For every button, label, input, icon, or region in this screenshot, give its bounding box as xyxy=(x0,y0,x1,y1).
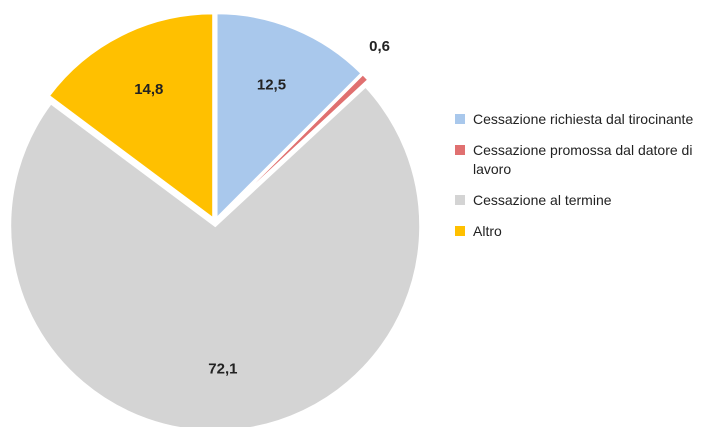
pie-slice xyxy=(47,12,215,221)
pie-area: 12,5 0,6 72,1 14,8 xyxy=(9,12,422,427)
legend-item: Cessazione richiesta dal tirocinante xyxy=(455,110,700,129)
legend-label: Cessazione al termine xyxy=(473,192,612,208)
legend-item: Altro xyxy=(455,222,700,241)
legend-swatch xyxy=(455,226,465,236)
pie-slice xyxy=(215,12,363,221)
legend-item: Cessazione al termine xyxy=(455,191,700,210)
legend-swatch xyxy=(455,114,465,124)
data-label: 72,1 xyxy=(208,360,237,377)
legend: Cessazione richiesta dal tirocinante Cess… xyxy=(455,110,700,253)
legend-label: Altro xyxy=(473,223,502,239)
data-label: 14,8 xyxy=(134,81,163,98)
data-label: 0,6 xyxy=(369,38,390,55)
legend-label: Cessazione promossa dal datore di lavoro xyxy=(473,142,693,177)
legend-item: Cessazione promossa dal datore di lavoro xyxy=(455,141,700,179)
data-label: 12,5 xyxy=(257,77,286,94)
pie-slice xyxy=(9,85,422,427)
legend-swatch xyxy=(455,195,465,205)
legend-label: Cessazione richiesta dal tirocinante xyxy=(473,111,694,127)
legend-swatch xyxy=(455,145,465,155)
pie-slice xyxy=(217,72,370,220)
